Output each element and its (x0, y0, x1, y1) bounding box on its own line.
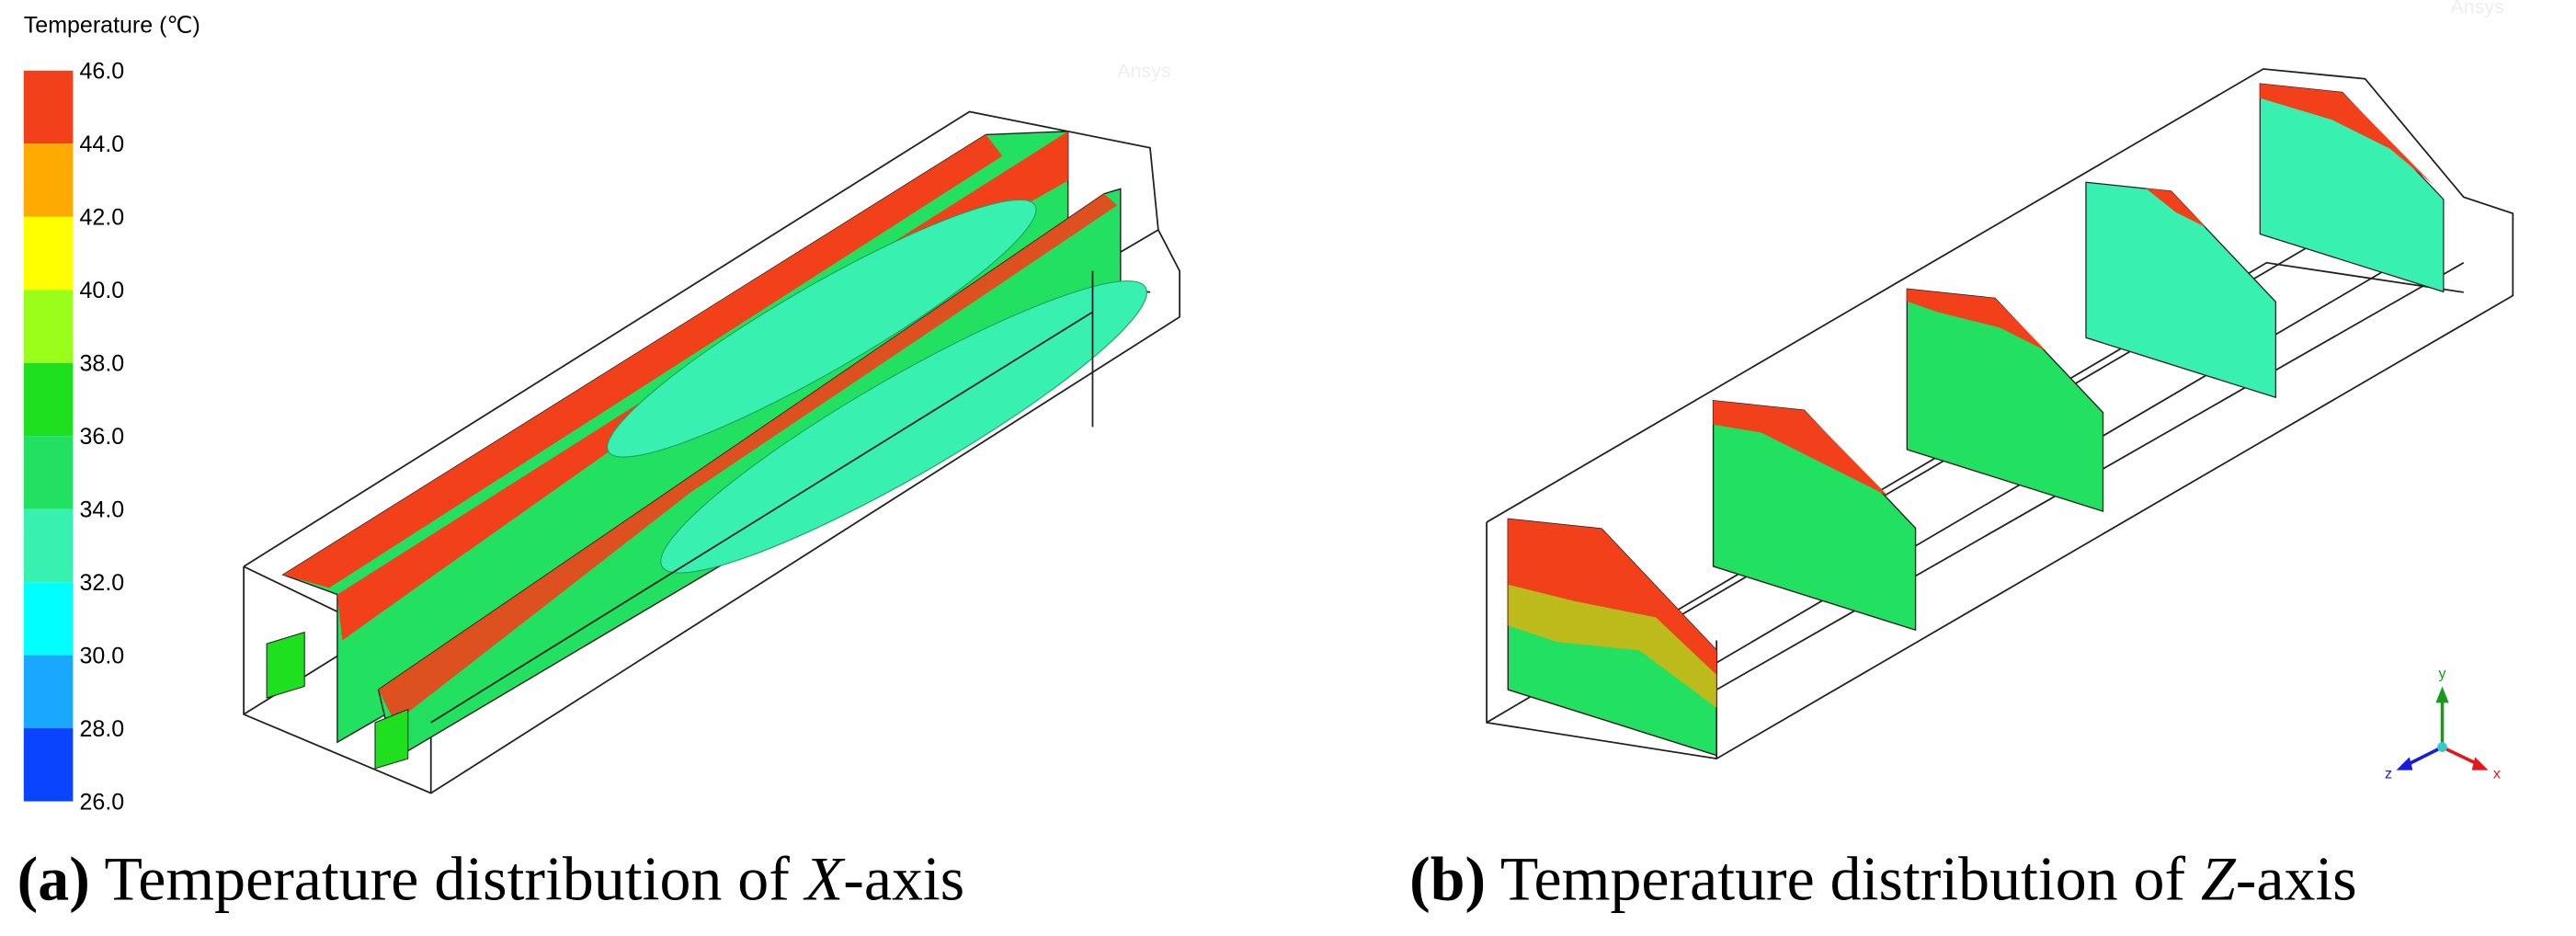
colorbar-band (23, 290, 74, 363)
axis-y-label: y (2439, 666, 2446, 682)
slice-face (1712, 400, 1917, 632)
colorbar-label: 28.0 (80, 716, 125, 742)
colorbar-band (23, 728, 74, 802)
colorbar-label: 36.0 (80, 424, 125, 450)
colorbar-band (23, 508, 74, 583)
caption-a: (a) Temperature distribution of X-axis (17, 845, 964, 914)
watermark: Ansys (2450, 0, 2503, 17)
slice (1906, 288, 2104, 512)
colorbar-label: 44.0 (80, 131, 125, 157)
colorbar-label: 42.0 (80, 205, 125, 231)
x-slices-render (243, 110, 1181, 794)
caption-b: (b) Temperature distribution of Z-axis (1409, 845, 2357, 914)
slice-hot (1713, 400, 1889, 497)
colorbar-label: 38.0 (80, 351, 125, 377)
axes-triad: y x z (2385, 666, 2501, 782)
colorbar-band (23, 655, 74, 729)
slice-hot (1907, 289, 2046, 351)
colorbar-band (23, 143, 74, 217)
colorbar-label: 34.0 (80, 497, 125, 523)
slice (2085, 181, 2277, 399)
colorbar-label: 40.0 (80, 278, 125, 303)
slice-hot (2260, 84, 2434, 186)
colorbar-band (23, 582, 74, 656)
slice (2259, 83, 2445, 293)
slice-hot (2145, 188, 2206, 227)
colorbar-label: 30.0 (80, 644, 125, 669)
watermark: Ansys (1117, 60, 1170, 82)
z-slices-render (1486, 68, 2514, 760)
colorbar-label: 46.0 (80, 59, 125, 85)
slice (1712, 400, 1917, 632)
slice-warm (1508, 584, 1717, 708)
legend-title: Temperature (℃) (24, 13, 200, 39)
colorbar: 46.0 44.0 42.0 40.0 38.0 36.0 34.0 32.0 30.0 28.0… (23, 59, 125, 815)
axis-z-label: z (2385, 766, 2392, 782)
colorbar-band (23, 70, 74, 144)
colorbar-band (23, 362, 74, 437)
colorbar-band (23, 436, 74, 509)
slice-hot (1508, 519, 1717, 676)
colorbar-label: 32.0 (80, 570, 125, 596)
colorbar-label: 26.0 (80, 789, 125, 815)
slice (1507, 518, 1717, 757)
slice-face (2259, 83, 2445, 293)
colorbar-band (23, 216, 74, 291)
axis-x-label: x (2493, 766, 2501, 782)
